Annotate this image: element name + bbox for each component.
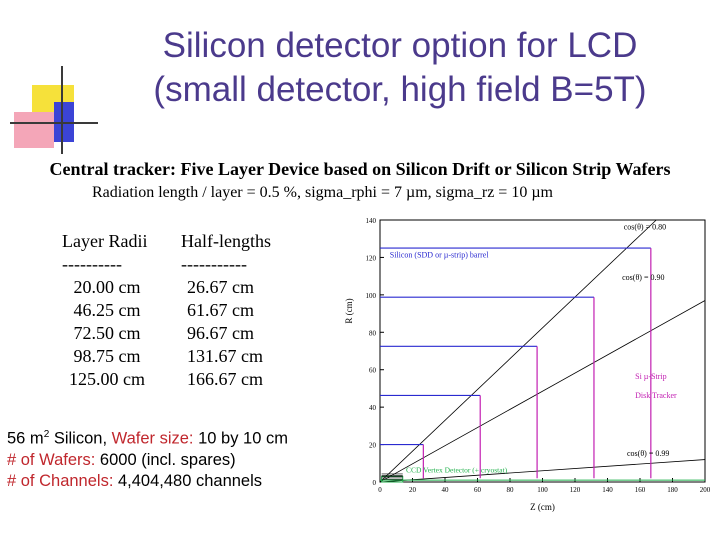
x-tick-label: 160 (635, 486, 646, 494)
y-tick-label: 100 (366, 292, 377, 300)
y-axis-label: R (cm) (344, 298, 354, 323)
chart-axes: 0 20 40 60 80 100 120 140 160 180 200 0 20 40 60 80 100 1… (344, 217, 711, 512)
y-tick-label: 60 (369, 367, 377, 375)
decor-horizontal-line (10, 122, 98, 124)
radii-column: Layer Radii ---------- 20.00 cm 46.25 cm… (62, 230, 172, 391)
cos-theta-line (379, 219, 657, 483)
barrel-annotation: Silicon (SDD or µ-strip) barrel (390, 250, 490, 259)
y-tick-label: 20 (369, 442, 377, 450)
wafers-label: # of Wafers: (7, 450, 96, 469)
x-tick-label: 80 (507, 486, 515, 494)
disk-annotation-1: Si µ-Strip (635, 372, 667, 381)
chart-labels: cos(θ) = 0.80 cos(θ) = 0.90 cos(θ) = 0.99 S… (390, 222, 677, 474)
disk-annotation-2: Disk Tracker (635, 391, 677, 400)
radius-value: 98.75 cm (73, 346, 141, 366)
subtitle: Central tracker: Five Layer Device based… (49, 159, 671, 179)
decor-vertical-line (61, 66, 63, 154)
radius-value: 72.50 cm (73, 323, 141, 343)
summary-block: 56 m2 Silicon, Wafer size: 10 by 10 cm #… (7, 424, 288, 492)
cos-theta-label: cos(θ) = 0.99 (627, 449, 669, 458)
radius-value: 46.25 cm (73, 300, 141, 320)
radii-dashes: ---------- (62, 254, 122, 274)
x-tick-label: 100 (537, 486, 548, 494)
x-tick-label: 120 (570, 486, 581, 494)
half-length-value: 96.67 cm (187, 323, 254, 343)
y-tick-label: 140 (366, 217, 377, 225)
x-tick-label: 40 (442, 486, 450, 494)
detector-layout-chart: 0 20 40 60 80 100 120 140 160 180 200 0 20 40 60 80 100 1… (344, 217, 711, 512)
half-lengths-column: Half-lengths ----------- 26.67 cm 61.67 … (181, 230, 301, 391)
half-lengths-header: Half-lengths (181, 231, 271, 251)
radius-value: 20.00 cm (73, 277, 141, 297)
chart-lines (379, 219, 706, 483)
summary-line-3: # of Channels: 4,404,480 channels (7, 471, 288, 492)
page-title: Silicon detector option for LCD (small d… (100, 24, 700, 112)
x-tick-label: 0 (378, 486, 382, 494)
channels-label: # of Channels: (7, 471, 114, 490)
half-length-value: 26.67 cm (187, 277, 254, 297)
area-sup: 2 (43, 429, 50, 440)
parameters-line: Radiation length / layer = 0.5 %, sigma_… (92, 184, 553, 201)
x-tick-label: 180 (667, 486, 678, 494)
cos-theta-label: cos(θ) = 0.80 (624, 222, 666, 231)
half-length-value: 131.67 cm (187, 346, 263, 366)
title-line-1: Silicon detector option for LCD (162, 26, 638, 65)
decor-pink-square (14, 112, 54, 148)
radius-value: 125.00 cm (69, 369, 145, 389)
x-tick-label: 200 (700, 486, 711, 494)
vertex-annotation: CCD Vertex Detector (+ cryostat) (406, 466, 508, 475)
title-line-2: (small detector, high field B=5T) (153, 70, 647, 109)
y-tick-label: 80 (369, 329, 377, 337)
wafer-size-value: 10 by 10 cm (193, 429, 288, 448)
y-tick-label: 40 (369, 404, 377, 412)
silicon-text: Silicon, (49, 429, 112, 448)
x-tick-label: 20 (409, 486, 417, 494)
x-axis-label: Z (cm) (530, 502, 555, 512)
half-lengths-dashes: ----------- (181, 254, 247, 274)
wafer-size-label: Wafer size: (111, 429, 194, 448)
summary-line-1: 56 m2 Silicon, Wafer size: 10 by 10 cm (7, 424, 288, 450)
area-text: 56 m (7, 429, 44, 448)
x-tick-label: 140 (602, 486, 613, 494)
radii-header: Layer Radii (62, 231, 148, 251)
y-tick-label: 0 (373, 479, 377, 487)
y-tick-label: 120 (366, 254, 377, 262)
half-length-value: 61.67 cm (187, 300, 254, 320)
cos-theta-label: cos(θ) = 0.90 (622, 273, 664, 282)
half-length-value: 166.67 cm (187, 369, 263, 389)
summary-line-2: # of Wafers: 6000 (incl. spares) (7, 450, 288, 471)
wafers-value: 6000 (incl. spares) (95, 450, 236, 469)
x-tick-label: 60 (474, 486, 482, 494)
channels-value: 4,404,480 channels (113, 471, 263, 490)
